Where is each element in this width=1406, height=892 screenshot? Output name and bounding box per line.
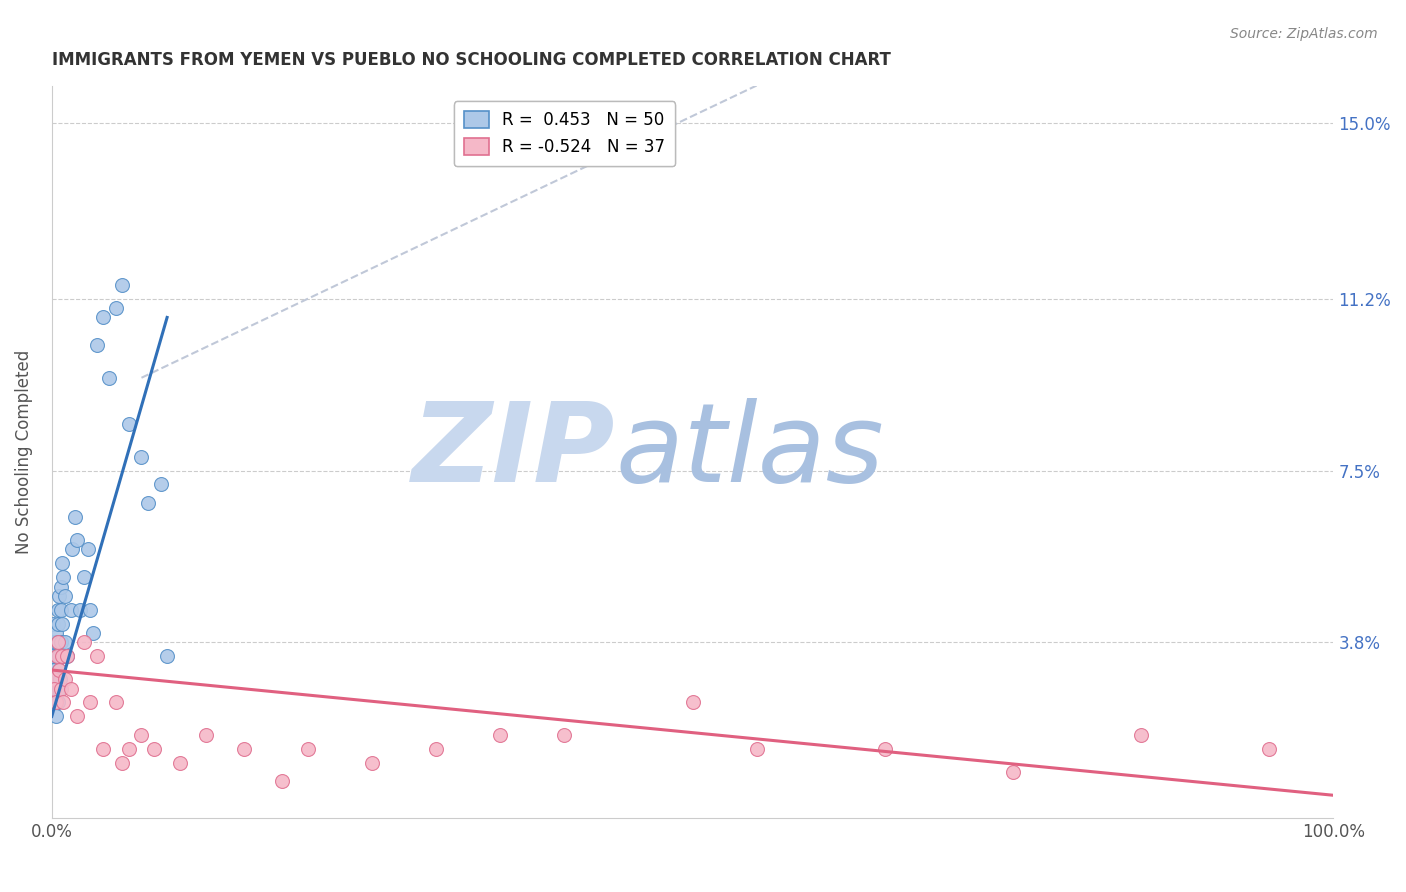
Point [45,626,67,640]
Point [873,742,896,756]
Point [49,603,72,617]
Point [48,663,70,677]
Point [45,696,67,710]
Point [682,696,704,710]
Point [131,728,153,742]
Point [45,635,67,649]
Point [51,616,73,631]
Point [46,603,69,617]
Point [76,542,98,557]
Point [44,681,66,696]
Point [86,338,108,352]
Point [51,635,73,649]
Point [44,681,66,696]
Point [489,728,512,742]
Text: atlas: atlas [616,399,884,506]
Point [48,681,70,696]
Point [42,616,65,631]
Y-axis label: No Schooling Completed: No Schooling Completed [15,350,32,554]
Point [104,301,127,315]
Point [52,570,75,584]
Point [46,616,69,631]
Point [44,663,66,677]
Point [1001,765,1024,780]
Point [42,635,65,649]
Point [48,663,70,677]
Point [149,477,172,491]
Point [63,510,86,524]
Point [169,756,191,770]
Point [111,277,134,292]
Point [46,635,69,649]
Point [136,496,159,510]
Point [46,696,69,710]
Point [1130,728,1153,742]
Point [51,557,73,571]
Point [69,603,91,617]
Point [143,742,166,756]
Point [59,681,82,696]
Point [111,756,134,770]
Point [56,649,79,664]
Point [45,681,67,696]
Point [79,696,101,710]
Point [45,696,67,710]
Point [131,450,153,464]
Text: IMMIGRANTS FROM YEMEN VS PUEBLO NO SCHOOLING COMPLETED CORRELATION CHART: IMMIGRANTS FROM YEMEN VS PUEBLO NO SCHOO… [52,51,890,69]
Point [553,728,575,742]
Point [42,649,65,664]
Point [194,728,217,742]
Point [53,589,76,603]
Point [56,649,79,664]
Point [48,649,70,664]
Point [98,371,121,385]
Legend: R =  0.453   N = 50, R = -0.524   N = 37: R = 0.453 N = 50, R = -0.524 N = 37 [454,101,675,166]
Text: Source: ZipAtlas.com: Source: ZipAtlas.com [1230,27,1378,41]
Point [49,580,72,594]
Point [117,742,139,756]
Point [91,310,114,325]
Point [1258,742,1281,756]
Point [45,649,67,664]
Point [156,649,179,664]
Point [233,742,256,756]
Point [53,673,76,687]
Point [66,709,89,723]
Point [79,603,101,617]
Point [46,635,69,649]
Point [49,681,72,696]
Point [59,603,82,617]
Point [42,673,65,687]
Point [48,589,70,603]
Point [361,756,384,770]
Point [73,635,96,649]
Point [82,626,104,640]
Point [104,696,127,710]
Point [271,774,294,789]
Point [53,635,76,649]
Point [66,533,89,548]
Point [745,742,768,756]
Point [73,570,96,584]
Point [52,696,75,710]
Point [91,742,114,756]
Text: ZIP: ZIP [412,399,616,506]
Point [86,649,108,664]
Point [297,742,319,756]
Point [45,649,67,664]
Point [51,649,73,664]
Point [60,542,83,557]
Point [425,742,447,756]
Point [49,673,72,687]
Point [44,673,66,687]
Point [52,649,75,664]
Point [117,417,139,432]
Point [45,709,67,723]
